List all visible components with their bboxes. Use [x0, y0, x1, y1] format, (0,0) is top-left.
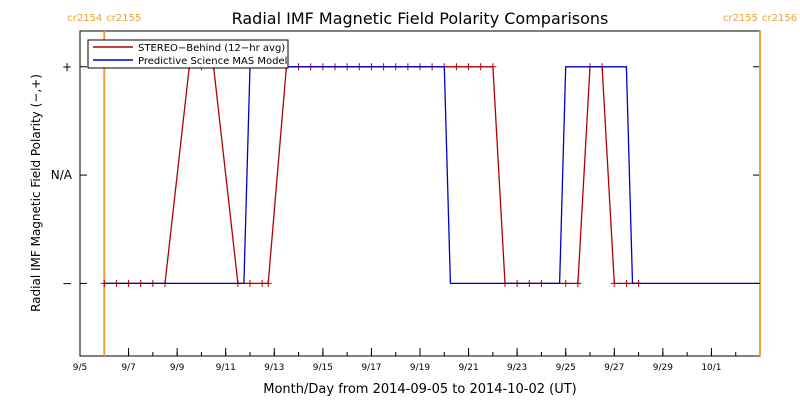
data-point-marker: [477, 63, 485, 71]
carrington-markers: cr2154 cr2155 cr2155 cr2156: [67, 13, 797, 356]
y-axis-label: Radial IMF Magnetic Field Polarity (−,+): [29, 74, 43, 312]
x-tick-label: 9/7: [121, 363, 135, 373]
y-tick-label: +: [62, 60, 72, 74]
data-point-marker: [574, 279, 582, 287]
legend: STEREO−Behind (12−hr avg) Predictive Sci…: [87, 39, 289, 69]
legend-label-mas: Predictive Science MAS Model: [138, 56, 287, 67]
carrington-label-after: cr2156: [762, 13, 797, 24]
series-layer: [100, 63, 760, 287]
x-tick-label: 9/27: [604, 363, 624, 373]
x-axis-label: Month/Day from 2014-09-05 to 2014-10-02 …: [263, 382, 576, 397]
data-point-marker: [562, 279, 570, 287]
data-point-marker: [258, 279, 266, 287]
data-point-marker: [465, 63, 473, 71]
x-tick-label: 9/9: [170, 363, 185, 373]
x-tick-label: 9/11: [216, 363, 236, 373]
x-tick-label: 9/19: [410, 363, 430, 373]
x-tick-label: 9/29: [653, 363, 673, 373]
data-point-marker: [610, 279, 618, 287]
chart-title: Radial IMF Magnetic Field Polarity Compa…: [232, 9, 609, 28]
y-tick-label: −: [62, 276, 72, 290]
series-line-mas: [104, 66, 760, 285]
data-point-marker: [264, 279, 272, 287]
carrington-label-before: cr2154: [67, 13, 102, 24]
data-point-marker: [622, 279, 630, 287]
x-tick-label: 9/23: [507, 363, 527, 373]
x-tick-label: 9/17: [361, 363, 381, 373]
data-point-marker: [246, 279, 254, 287]
legend-label-stereo: STEREO−Behind (12−hr avg): [138, 43, 285, 54]
data-point-marker: [489, 63, 497, 71]
x-tick-label: 10/1: [701, 363, 721, 373]
x-tick-label: 9/5: [73, 363, 87, 373]
legend-box: [87, 39, 289, 69]
x-tick-label: 9/21: [458, 363, 478, 373]
series-line-stereo: [104, 66, 639, 285]
plot-frame: [79, 30, 761, 357]
y-axis: + N/A −: [51, 60, 760, 290]
carrington-label-after: cr2155: [106, 13, 141, 24]
x-tick-label: 9/15: [313, 363, 333, 373]
carrington-label-before: cr2155: [723, 13, 758, 24]
data-point-marker: [452, 63, 460, 71]
x-tick-label: 9/13: [264, 363, 284, 373]
y-tick-label: N/A: [51, 168, 73, 182]
x-axis: 9/5 9/7 9/9 9/11 9/13 9/15 9/17 9/19 9/21 9/23 9/2…: [73, 348, 761, 373]
x-tick-label: 9/25: [556, 363, 576, 373]
